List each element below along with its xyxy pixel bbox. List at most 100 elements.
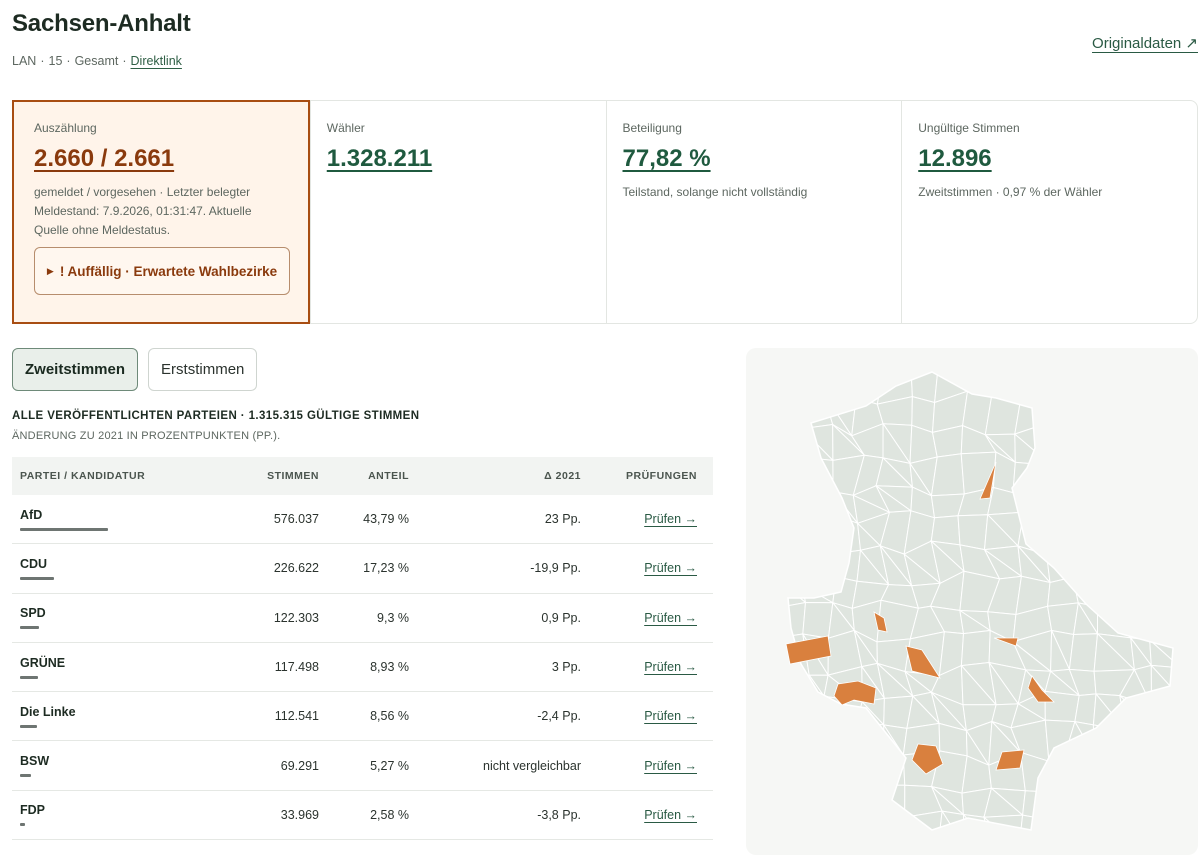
- map-district[interactable]: [1124, 515, 1161, 552]
- map-district[interactable]: [776, 667, 810, 700]
- map-district[interactable]: [776, 397, 804, 431]
- map-district[interactable]: [1065, 482, 1104, 513]
- map-district[interactable]: [1152, 757, 1181, 795]
- map-district[interactable]: [1067, 368, 1108, 406]
- map-district[interactable]: [776, 456, 800, 489]
- map-district[interactable]: [776, 509, 803, 553]
- map-district[interactable]: [776, 756, 805, 796]
- map-district[interactable]: [903, 810, 943, 848]
- map-district[interactable]: [1150, 704, 1182, 735]
- map-district[interactable]: [930, 515, 961, 546]
- map-district[interactable]: [776, 749, 805, 797]
- map-district[interactable]: [1096, 575, 1135, 610]
- map-district[interactable]: [964, 368, 994, 395]
- map-district[interactable]: [1044, 690, 1080, 723]
- map-district[interactable]: [1072, 510, 1100, 556]
- map-district[interactable]: [1160, 392, 1181, 430]
- map-district[interactable]: [1012, 461, 1053, 494]
- map-district[interactable]: [1126, 449, 1152, 496]
- map-district[interactable]: [1047, 602, 1079, 636]
- map-district[interactable]: [1071, 783, 1106, 824]
- map-district[interactable]: [1152, 368, 1181, 400]
- map-district[interactable]: [1119, 753, 1155, 795]
- map-district[interactable]: [776, 817, 804, 848]
- map-district[interactable]: [1037, 817, 1074, 848]
- map-district[interactable]: [1150, 420, 1181, 459]
- map-district[interactable]: [1152, 547, 1182, 587]
- map-district[interactable]: [1125, 819, 1156, 848]
- check-link[interactable]: Prüfen →: [644, 709, 697, 724]
- map-district[interactable]: [1149, 638, 1181, 669]
- map-district[interactable]: [1037, 816, 1075, 848]
- map-district[interactable]: [1150, 697, 1182, 730]
- map-district[interactable]: [1047, 576, 1079, 607]
- map-district[interactable]: [1018, 368, 1048, 399]
- map-district[interactable]: [1152, 391, 1181, 429]
- map-district[interactable]: [1037, 783, 1073, 820]
- map-district[interactable]: [776, 368, 804, 401]
- map-district[interactable]: [797, 720, 837, 767]
- check-link[interactable]: Prüfen →: [644, 758, 697, 773]
- map-district[interactable]: [776, 486, 799, 519]
- map-district[interactable]: [802, 601, 834, 639]
- map-district[interactable]: [1097, 490, 1128, 518]
- map-district[interactable]: [829, 719, 864, 767]
- map-district[interactable]: [776, 368, 804, 400]
- map-district[interactable]: [1145, 521, 1181, 552]
- map-district[interactable]: [1071, 818, 1101, 848]
- map-district[interactable]: [1120, 368, 1163, 398]
- map-district[interactable]: [991, 368, 1024, 395]
- map-district[interactable]: [1146, 577, 1181, 609]
- highlight-district[interactable]: [979, 461, 997, 500]
- map-district[interactable]: [1091, 782, 1127, 824]
- map-district[interactable]: [877, 754, 906, 786]
- map-district[interactable]: [1093, 554, 1121, 583]
- map-district[interactable]: [1064, 480, 1100, 513]
- map-district[interactable]: [1119, 695, 1162, 735]
- tab-erststimmen[interactable]: Erststimmen: [148, 348, 258, 391]
- map-district[interactable]: [1128, 492, 1151, 524]
- map-district[interactable]: [1125, 515, 1162, 552]
- map-district[interactable]: [855, 721, 886, 766]
- map-district[interactable]: [1128, 786, 1160, 813]
- map-district[interactable]: [1063, 753, 1106, 786]
- highlight-district[interactable]: [833, 680, 877, 706]
- map-district[interactable]: [822, 784, 864, 823]
- stat-invalid-value[interactable]: 12.896: [918, 145, 992, 172]
- map-district[interactable]: [1102, 490, 1131, 518]
- map-district[interactable]: [801, 393, 834, 430]
- alert-expected-districts-button[interactable]: ▶ ! Auffällig · Erwartete Wahlbezirke: [34, 247, 290, 295]
- map-district[interactable]: [1119, 546, 1155, 587]
- map-district[interactable]: [1045, 368, 1074, 399]
- map-district[interactable]: [776, 547, 803, 588]
- map-district[interactable]: [1103, 783, 1130, 823]
- map-district[interactable]: [803, 695, 832, 731]
- map-district[interactable]: [990, 368, 1023, 394]
- map-district[interactable]: [776, 727, 809, 759]
- check-link[interactable]: Prüfen →: [644, 561, 697, 576]
- map-district[interactable]: [776, 697, 809, 732]
- map-district[interactable]: [795, 456, 834, 493]
- stat-voters-value[interactable]: 1.328.211: [326, 145, 433, 172]
- map-district[interactable]: [1119, 694, 1163, 735]
- map-district[interactable]: [849, 781, 880, 824]
- map-district[interactable]: [1073, 546, 1107, 582]
- map-district[interactable]: [1044, 422, 1081, 467]
- map-district[interactable]: [1152, 787, 1181, 819]
- map-district[interactable]: [1124, 810, 1159, 848]
- map-district[interactable]: [1014, 391, 1048, 435]
- map-district[interactable]: [963, 368, 993, 395]
- map-district[interactable]: [1103, 396, 1122, 432]
- highlight-district[interactable]: [873, 611, 888, 633]
- highlight-district[interactable]: [785, 635, 832, 665]
- map-district[interactable]: [1068, 633, 1099, 672]
- map-district[interactable]: [796, 813, 831, 848]
- map-district[interactable]: [1091, 821, 1129, 848]
- map-district[interactable]: [856, 820, 885, 848]
- map-district[interactable]: [822, 781, 863, 823]
- map-district[interactable]: [1153, 727, 1181, 760]
- map-district[interactable]: [1120, 420, 1154, 457]
- map-district[interactable]: [796, 509, 828, 556]
- map-district[interactable]: [1066, 389, 1106, 432]
- stat-turnout-value[interactable]: 77,82 %: [622, 145, 711, 172]
